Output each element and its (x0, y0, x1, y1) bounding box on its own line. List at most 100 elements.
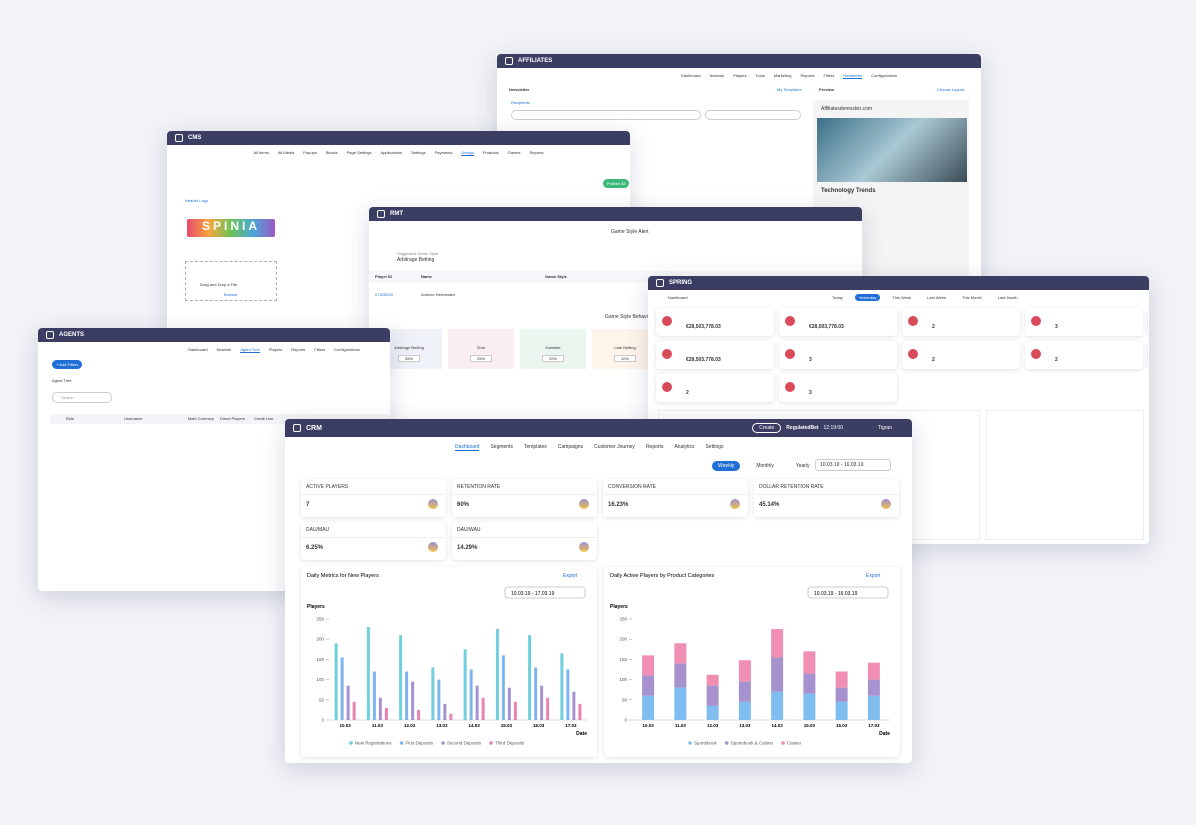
nav-item[interactable]: Reports (800, 73, 815, 78)
divider (754, 494, 899, 495)
date-picker[interactable] (807, 586, 889, 599)
nav-item[interactable]: Popups (303, 150, 317, 155)
dropzone[interactable]: Drag and Drop a File Browse (185, 261, 277, 301)
icon (908, 349, 918, 359)
input[interactable] (705, 110, 801, 120)
nav-item[interactable]: Payments (434, 150, 453, 155)
button[interactable]: Publish All (603, 179, 630, 188)
style-card: Shot 25% (448, 329, 514, 369)
nav-item[interactable]: Design (461, 150, 474, 156)
table (986, 410, 1144, 540)
title: AGENTS (59, 332, 85, 338)
nav-item[interactable]: Dashboard (188, 347, 208, 352)
period[interactable]: Last Month (997, 295, 1018, 300)
x-axis-label: Date (879, 731, 890, 737)
table-header: Role Username Main Currency Direct Players C… (50, 414, 390, 424)
date-picker[interactable]: 10.03.19 - 16.03.19 (815, 459, 891, 471)
value: 2 (1055, 357, 1058, 363)
nav-item[interactable]: Campaigns (557, 444, 584, 450)
x-tick-label: 10.03 (642, 723, 654, 728)
x-tick-label: 15.03 (501, 723, 513, 728)
nav-item[interactable]: Tools (755, 73, 765, 78)
bar (431, 667, 435, 720)
period[interactable]: Yesterday (854, 294, 881, 301)
nav-item[interactable]: Products (482, 150, 499, 155)
nav-item[interactable]: Reports (291, 347, 306, 352)
nav-item[interactable]: Reports (529, 150, 544, 155)
export[interactable]: Export (866, 573, 881, 579)
nav-item[interactable]: Players (268, 347, 283, 352)
x-tick-label: 16.03 (836, 723, 848, 728)
link[interactable]: Choose Layout (937, 87, 964, 92)
icon (1031, 349, 1041, 359)
date-picker[interactable] (504, 586, 586, 599)
nav-item[interactable]: Settings (705, 444, 724, 450)
nav-item[interactable]: Configurations (334, 347, 360, 352)
nav-item[interactable]: Network (709, 73, 725, 78)
column-header: Player ID (375, 274, 393, 279)
bar-segment (706, 705, 719, 720)
bar (378, 697, 382, 720)
nav-item[interactable]: Filters (823, 73, 835, 78)
link[interactable]: My Templates (777, 87, 802, 92)
header: CRM Create RegulatedBet 12:19:00 Tigran (285, 419, 912, 437)
nav-item[interactable]: Network (216, 347, 232, 352)
export[interactable]: Export (563, 573, 578, 579)
kpi-card: DAU/MAU 6.25% (301, 522, 446, 560)
y-tick-label: 250 (316, 617, 324, 622)
icon (662, 382, 672, 392)
nav-item[interactable]: Segments (490, 444, 513, 450)
period[interactable]: Last Week (927, 295, 946, 300)
nav-item[interactable]: Applications (380, 150, 403, 155)
link[interactable]: Browse (224, 292, 238, 297)
nav-item[interactable]: Blocks (325, 150, 338, 155)
nav-item[interactable]: Settings (411, 150, 426, 155)
nav-item[interactable]: All Items (253, 150, 269, 155)
bar-segment (835, 671, 848, 688)
nav-item[interactable]: All Media (277, 150, 295, 155)
nav-item[interactable]: Templates (523, 444, 547, 450)
nav-item[interactable]: Agent Tree (240, 347, 260, 353)
input[interactable] (511, 110, 701, 120)
icon (662, 349, 672, 359)
nav-item[interactable]: Analytics (674, 444, 695, 450)
nav-item[interactable]: Customer Journey (594, 444, 635, 450)
nav-item[interactable]: Games (507, 150, 521, 155)
nav-item[interactable]: Newsletter (843, 73, 863, 79)
button[interactable]: + Add Filters (52, 360, 83, 369)
x-tick-label: 13.03 (436, 723, 448, 728)
nav-item[interactable]: Dashboard (680, 73, 701, 78)
period[interactable]: Today (832, 295, 843, 300)
period[interactable]: Weekly (712, 461, 741, 471)
legend-swatch (724, 741, 729, 745)
nav-item[interactable]: Players (733, 73, 747, 78)
search[interactable]: Search (52, 392, 112, 403)
heading: Game Style Alert (611, 229, 649, 235)
period[interactable]: Yearly (795, 463, 810, 469)
button[interactable]: Create (752, 423, 782, 433)
header: SPRING (648, 276, 1149, 290)
legend-label: Sportsbook (694, 741, 718, 746)
period[interactable]: This Month (962, 295, 982, 300)
column-header: Credit Line (254, 416, 274, 421)
period[interactable]: Monthly (756, 463, 774, 469)
x-tick-label: 12.03 (404, 723, 416, 728)
nav-item[interactable]: Filters (314, 347, 326, 352)
kpi-card: €28,503,778.03 (1148, 341, 1149, 369)
bar (578, 703, 582, 720)
period[interactable]: This Week (892, 295, 912, 300)
bar (513, 701, 517, 720)
x-tick-label: 11.03 (675, 723, 687, 728)
chart: Daily Metrics for New Players Export 10.03… (307, 573, 587, 746)
nav-item[interactable]: Marketing (773, 73, 792, 78)
kpi-card: DOLLAR RETENTION RATE 45.14% (754, 479, 899, 517)
legend-label: First Deposits (406, 741, 434, 746)
date-range: 10.03.19 - 17.03.19 (511, 591, 555, 597)
x-axis-label: Date (576, 731, 587, 737)
nav-item[interactable]: Configurations (871, 73, 898, 78)
nav-item[interactable]: Page Settings (346, 150, 372, 155)
nav-item[interactable]: Dashboard (455, 444, 480, 451)
bar (334, 643, 338, 720)
nav-item[interactable]: Reports (645, 444, 664, 450)
bar-segment (835, 687, 848, 702)
